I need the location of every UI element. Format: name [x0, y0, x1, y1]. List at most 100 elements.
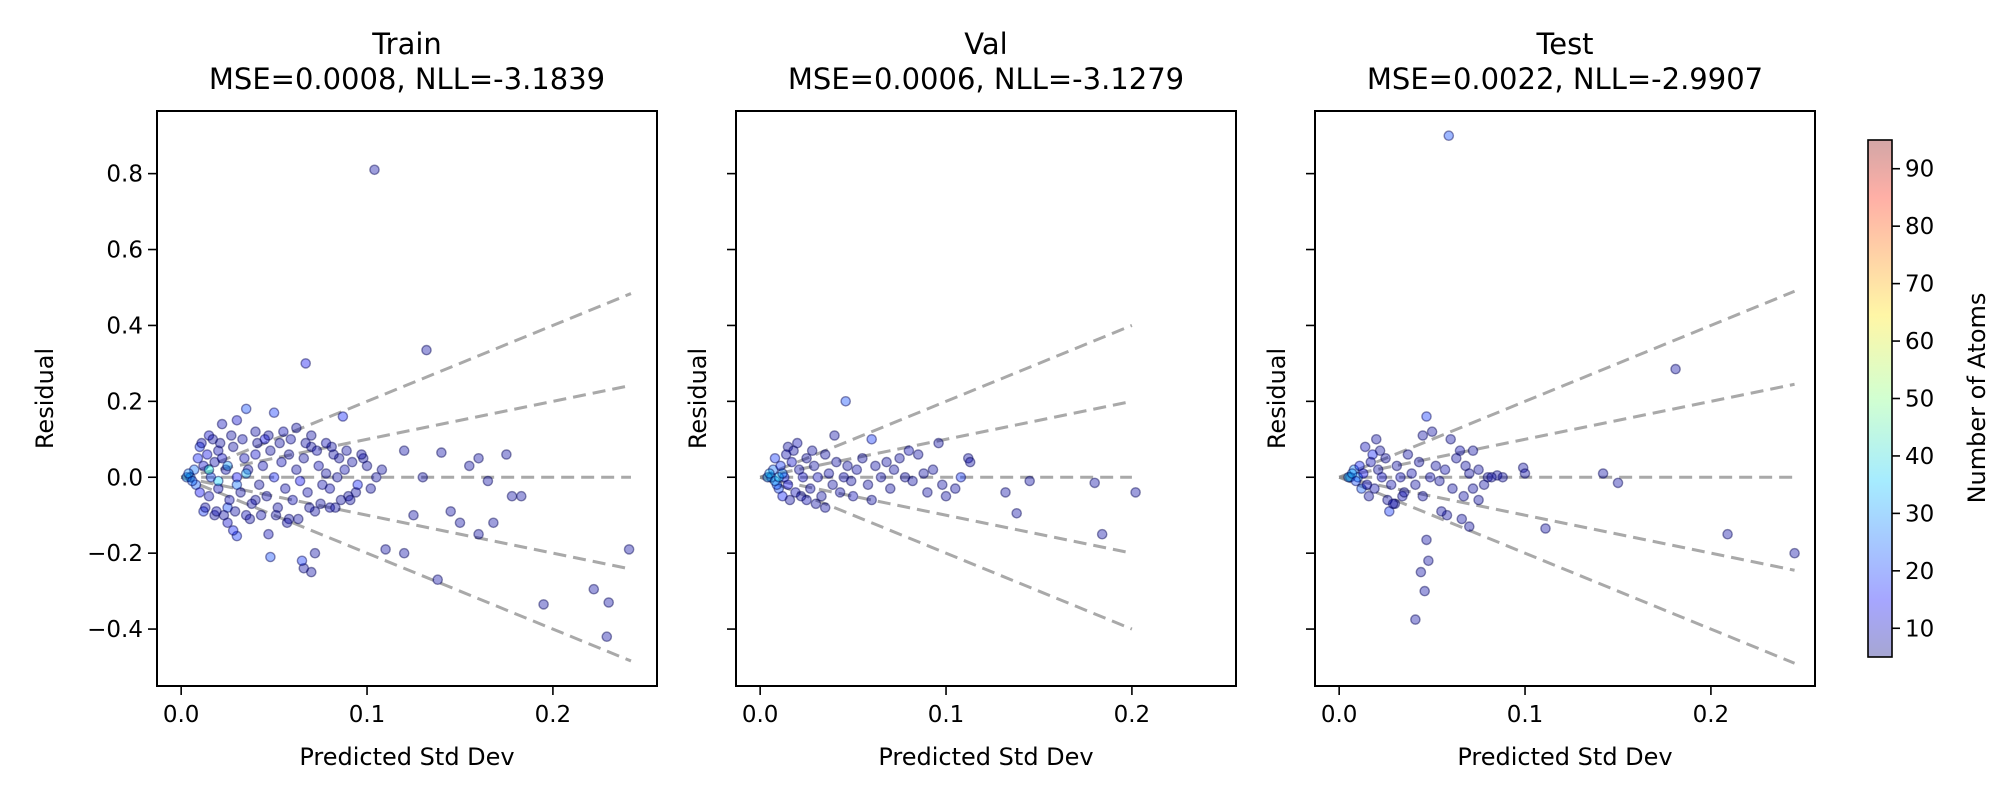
data-point [265, 551, 276, 563]
data-point [398, 547, 410, 559]
data-point [857, 452, 868, 464]
data-point [819, 449, 831, 460]
reference-line-slope-1 [180, 383, 632, 479]
data-point [339, 464, 351, 476]
data-point [1612, 477, 1624, 489]
data-point [1356, 483, 1367, 494]
data-point [240, 403, 252, 415]
data-point [1363, 490, 1375, 502]
subplot-2-frame [735, 110, 1237, 687]
y-tick-label: 0.0 [106, 465, 143, 491]
data-point [287, 494, 299, 506]
data-point [1371, 433, 1382, 445]
data-point [777, 490, 788, 502]
y-tick-label: −0.2 [87, 541, 143, 567]
data-point [222, 460, 233, 472]
data-point [950, 483, 961, 494]
data-point [203, 464, 215, 476]
reference-line-slope--1 [759, 475, 1133, 555]
data-point [343, 490, 354, 502]
data-point [1430, 460, 1442, 472]
reference-line-slope-1 [1338, 382, 1795, 479]
data-point [356, 449, 367, 460]
data-point [1417, 490, 1429, 502]
data-point [224, 494, 235, 506]
x-tick-label: 0.1 [1507, 702, 1544, 728]
data-point [313, 460, 325, 472]
data-point [847, 490, 859, 502]
subplot-2-title-line-2: MSE=0.0006, NLL=-3.1279 [788, 62, 1184, 96]
data-point [784, 494, 796, 506]
data-point [194, 441, 206, 453]
data-point [305, 430, 317, 441]
data-point [1380, 452, 1391, 464]
data-point [1372, 464, 1384, 476]
data-point [1354, 460, 1365, 472]
data-point [1406, 468, 1417, 479]
x-tick-label: 0.2 [1693, 702, 1730, 728]
data-point [216, 452, 228, 464]
data-point [912, 449, 924, 460]
data-point [194, 487, 206, 498]
data-point [311, 445, 323, 457]
data-point [283, 449, 295, 460]
colorbar-tick-label: 70 [1905, 272, 1934, 298]
data-point [1350, 475, 1362, 487]
data-point [762, 471, 773, 483]
colorbar-gradient [1868, 140, 1892, 657]
data-point [482, 475, 494, 487]
data-point [222, 502, 233, 513]
data-point [278, 426, 289, 438]
points [762, 395, 1141, 540]
data-point [212, 445, 224, 457]
data-point [793, 464, 805, 476]
data-point [463, 460, 475, 472]
data-point [302, 487, 313, 498]
data-point [1398, 487, 1410, 498]
data-point [845, 475, 857, 487]
data-point [352, 479, 364, 491]
data-point [357, 452, 369, 464]
subplot-2-title-line-1: Val [964, 27, 1007, 61]
data-point [190, 479, 202, 491]
data-point [436, 447, 447, 458]
y-tick-label: 0.8 [106, 162, 143, 188]
data-point [964, 456, 976, 468]
data-point [250, 426, 261, 438]
data-point [370, 471, 382, 483]
subplot-3-xlabel: Predicted Std Dev [1457, 743, 1672, 771]
data-point [270, 509, 282, 521]
data-point [806, 445, 818, 457]
data-point [851, 464, 863, 476]
data-point [801, 494, 812, 506]
data-point [1352, 471, 1364, 483]
data-point [237, 433, 248, 445]
x-tick-label: 0.0 [1321, 702, 1358, 728]
data-point [198, 460, 209, 472]
data-point [812, 471, 824, 483]
data-point [1402, 449, 1414, 460]
data-point [240, 509, 252, 521]
x-tick-label: 0.0 [163, 702, 200, 728]
data-point [1413, 456, 1425, 468]
data-point [790, 487, 801, 498]
data-point [1443, 130, 1455, 141]
data-point [257, 460, 269, 472]
data-point [940, 490, 952, 502]
data-point [473, 528, 484, 540]
data-point [1385, 479, 1397, 491]
data-point [1410, 614, 1421, 625]
data-point [933, 437, 944, 449]
data-point [276, 456, 287, 468]
data-point [279, 483, 291, 494]
data-point [1345, 471, 1356, 483]
data-point [782, 479, 794, 491]
data-point [1419, 585, 1430, 597]
data-point [1367, 449, 1378, 460]
data-point [907, 475, 918, 487]
data-point [1519, 468, 1531, 479]
data-point [242, 464, 254, 476]
data-point [1447, 483, 1458, 494]
